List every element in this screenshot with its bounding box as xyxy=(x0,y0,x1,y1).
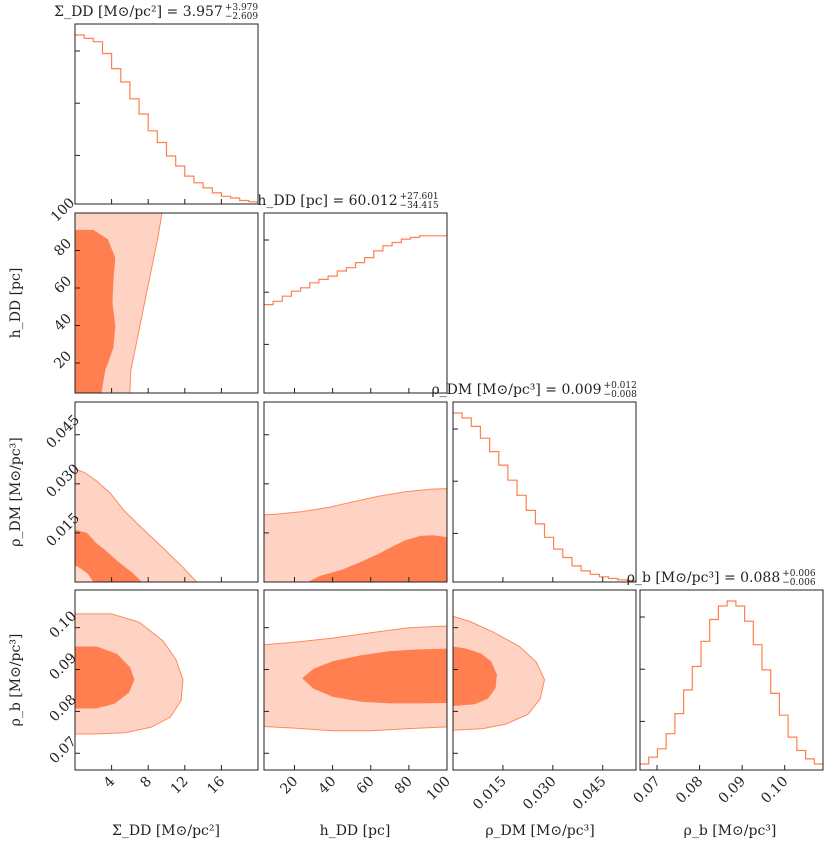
panel-frame-sigma-rhob xyxy=(74,589,259,771)
x-tick-label: 0.08 xyxy=(673,774,706,807)
y-tick-label: 40 xyxy=(51,311,75,335)
panel-frame-sigma-h xyxy=(74,212,259,394)
x-tick-label: 60 xyxy=(354,774,378,798)
x-axis-label-h: h_DD [pc] xyxy=(320,823,391,839)
x-tick-label: 0.015 xyxy=(470,774,510,814)
y-tick-label: 80 xyxy=(51,236,75,260)
y-tick-label: 0.045 xyxy=(43,412,83,452)
svg-text:−0.006: −0.006 xyxy=(782,578,816,588)
x-tick-label: 80 xyxy=(392,774,416,798)
contour-core-sigma-rhodm xyxy=(75,565,94,582)
svg-text:ρ_b [M⊙/pc³] = 0.088: ρ_b [M⊙/pc³] = 0.088 xyxy=(627,570,780,586)
contour-inner-sigma-h xyxy=(75,229,116,393)
title-sigma: Σ_DD [M⊙/pc²] = 3.957 +3.979−2.609 xyxy=(54,3,258,22)
x-tick-label: 40 xyxy=(316,774,340,798)
title-h: h_DD [pc] = 60.012 +27.601−34.415 xyxy=(257,192,439,211)
panel-frame-h-rhob xyxy=(263,589,448,771)
x-tick-label: 0.10 xyxy=(758,774,791,807)
x-axis-label-sigma: Σ_DD [M⊙/pc²] xyxy=(112,823,220,839)
panel-frame-sigma-sigma xyxy=(74,23,259,205)
panel-frame-h-rhodm xyxy=(263,401,448,583)
svg-text:+3.979: +3.979 xyxy=(225,3,259,13)
svg-text:ρ_DM [M⊙/pc³] = 0.009: ρ_DM [M⊙/pc³] = 0.009 xyxy=(431,382,601,398)
panel-frame-h-h xyxy=(263,212,448,394)
panel-frame-rhob-rhob xyxy=(639,589,824,771)
title-rhodm: ρ_DM [M⊙/pc³] = 0.009 +0.012−0.008 xyxy=(431,381,637,400)
x-axis-label-rhob: ρ_b [M⊙/pc³] xyxy=(684,823,777,839)
contour-inner-rhodm-rhob xyxy=(453,646,497,706)
histogram-rhodm xyxy=(453,412,636,582)
x-tick-label: 12 xyxy=(168,774,192,798)
contour-inner-sigma-rhob xyxy=(75,646,135,709)
title-rhob: ρ_b [M⊙/pc³] = 0.088 +0.006−0.006 xyxy=(627,569,816,588)
svg-text:h_DD [pc] = 60.012: h_DD [pc] = 60.012 xyxy=(257,193,397,209)
svg-text:+0.006: +0.006 xyxy=(782,569,816,579)
panel-frame-rhodm-rhob xyxy=(452,589,637,771)
x-tick-label: 16 xyxy=(204,773,228,797)
contour-inner-h-rhob xyxy=(302,648,447,704)
y-axis-label-rhob: ρ_b [M⊙/pc³] xyxy=(8,634,24,727)
x-axis-label-rhodm: ρ_DM [M⊙/pc³] xyxy=(485,823,594,839)
contour-h-rhodm xyxy=(263,488,448,583)
panel-frame-rhodm-rhodm xyxy=(452,401,637,583)
y-tick-label: 100 xyxy=(48,195,78,225)
svg-text:−34.415: −34.415 xyxy=(400,201,439,211)
y-axis-label-h: h_DD [pc] xyxy=(8,268,24,339)
panel-frame-sigma-rhodm xyxy=(74,401,259,583)
svg-text:−0.008: −0.008 xyxy=(604,390,638,400)
svg-text:+0.012: +0.012 xyxy=(604,381,637,391)
contour-sigma-rhodm xyxy=(74,468,198,583)
y-axis-label-rhodm: ρ_DM [M⊙/pc³] xyxy=(8,437,24,546)
x-tick-label: 100 xyxy=(424,774,454,804)
y-tick-label: 20 xyxy=(51,348,75,372)
x-tick-label: 4 xyxy=(101,773,119,791)
histogram-sigma xyxy=(75,34,258,203)
x-tick-label: 0.07 xyxy=(630,774,663,807)
contour-rhodm-rhob xyxy=(452,615,546,731)
contour-inner-sigma-rhodm xyxy=(75,529,142,582)
contour-h-rhob xyxy=(263,625,448,732)
svg-text:Σ_DD [M⊙/pc²] = 3.957: Σ_DD [M⊙/pc²] = 3.957 xyxy=(54,4,223,20)
contour-sigma-h xyxy=(74,212,163,394)
contour-inner-h-rhodm xyxy=(307,535,447,582)
svg-text:+27.601: +27.601 xyxy=(400,192,439,202)
contour-sigma-rhob xyxy=(74,613,184,735)
y-tick-label: 60 xyxy=(51,273,75,297)
x-tick-label: 0.09 xyxy=(716,774,749,807)
x-tick-label: 20 xyxy=(277,774,301,798)
x-tick-label: 0.045 xyxy=(570,774,610,814)
x-tick-label: 0.030 xyxy=(520,774,560,814)
histogram-h xyxy=(264,235,447,306)
histogram-rhob xyxy=(640,600,823,765)
x-tick-label: 8 xyxy=(137,774,155,792)
svg-text:−2.609: −2.609 xyxy=(225,12,259,22)
